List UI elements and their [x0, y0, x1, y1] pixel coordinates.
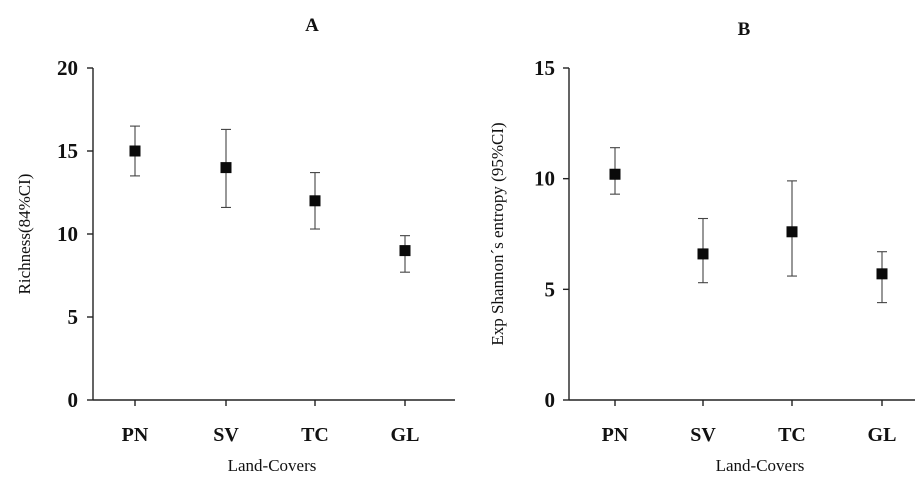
a-data-point [129, 145, 141, 157]
b-panel-title: B [738, 19, 751, 40]
a-panel-title: A [305, 15, 319, 36]
a-xtick-label: GL [391, 424, 420, 446]
b-ytick-label: 5 [545, 277, 556, 301]
b-xtick-label: SV [690, 424, 716, 446]
a-ytick-label: 10 [57, 222, 78, 246]
b-ytick-label: 0 [545, 388, 556, 412]
a-ytick-label: 20 [57, 56, 78, 80]
b-xtick-label: TC [778, 424, 806, 446]
a-xtick-label: TC [301, 424, 329, 446]
a-data-point [399, 245, 411, 257]
a-y-axis-label: Richness(84%CI) [15, 174, 34, 295]
a-ytick-label: 15 [57, 139, 78, 163]
a-x-axis-label: Land-Covers [228, 456, 317, 475]
a-xtick-label: PN [122, 424, 149, 446]
b-y-axis-label: Exp Shannon´s entropy (95%CI) [488, 122, 507, 345]
a-ytick-label: 5 [68, 305, 79, 329]
b-xtick-label: PN [602, 424, 629, 446]
b-data-point [876, 268, 888, 280]
b-xtick-label: GL [868, 424, 897, 446]
b-data-point [786, 226, 798, 238]
a-xtick-label: SV [213, 424, 239, 446]
b-x-axis-label: Land-Covers [716, 456, 805, 475]
a-data-point [220, 162, 232, 174]
panel-a: A 0 5 10 15 20 PN SV TC GL Richness(84%CI) Land-Cov… [15, 15, 455, 475]
panel-b: B 0 5 10 15 PN SV TC GL Exp Shannon´s entropy (95… [488, 19, 915, 475]
b-data-point [609, 168, 621, 180]
a-ytick-label: 0 [68, 388, 79, 412]
b-ytick-label: 15 [534, 56, 555, 80]
b-data-point [697, 248, 709, 260]
b-ytick-label: 10 [534, 167, 555, 191]
a-data-point [309, 195, 321, 207]
